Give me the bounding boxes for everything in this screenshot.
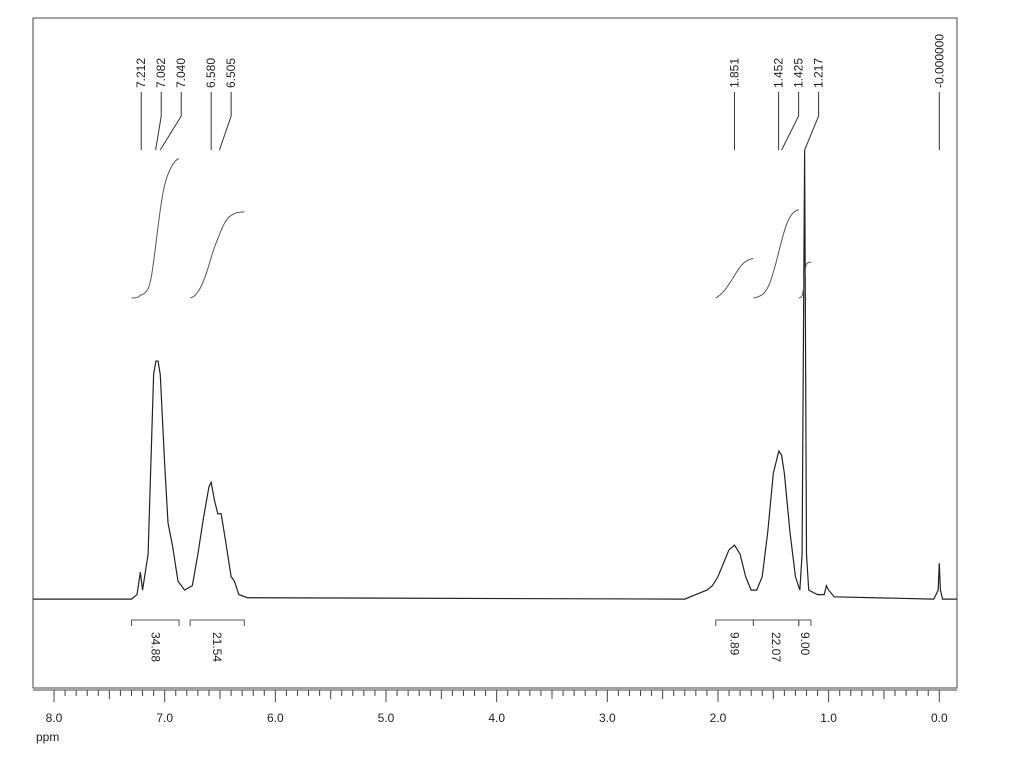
integral-label: 21.54 [210,632,224,662]
integral-label: 34.88 [148,632,162,662]
integral-curve [753,209,799,299]
x-tick-label: 2.0 [710,711,727,725]
peak-label: 7.082 [154,58,168,88]
peak-leader [155,92,162,151]
peak-label: 6.505 [224,58,238,88]
peak-leader [781,92,800,151]
x-tick-label: 5.0 [378,711,395,725]
spectrum-line [33,150,957,600]
x-tick-label: 0.0 [931,711,948,725]
integral-curve [715,257,754,299]
x-tick-label: 7.0 [156,711,173,725]
integral-label: 9.00 [798,632,812,656]
peak-label: 7.040 [174,58,188,88]
integral-label: 22.07 [769,632,783,662]
peak-label: 6.580 [204,58,218,88]
integral-bracket [798,619,812,626]
integral-curve [131,158,180,299]
x-tick-label: 4.0 [488,711,505,725]
integral-curve [189,211,245,299]
x-tick-label: 3.0 [599,711,616,725]
peak-leader [804,92,820,151]
plot-frame [32,17,958,689]
x-tick-label: 6.0 [267,711,284,725]
peak-label: 1.851 [727,58,741,88]
peak-leader [218,92,232,151]
peak-label: -0.000000 [932,34,946,88]
peak-label: 1.452 [772,58,786,88]
integral-bracket [130,619,180,626]
peak-leader [159,92,182,151]
peak-label: 1.217 [812,58,826,88]
integral-bracket [189,619,245,626]
integral-bracket [752,619,800,626]
peak-label: 1.425 [792,58,806,88]
x-tick-label: 1.0 [820,711,837,725]
integral-bracket [715,619,754,626]
peak-label: 7.212 [134,58,148,88]
integral-curve [798,261,812,299]
x-tick-label: 8.0 [46,711,63,725]
integral-label: 9.89 [728,632,742,656]
x-axis-label: ppm [36,730,59,744]
